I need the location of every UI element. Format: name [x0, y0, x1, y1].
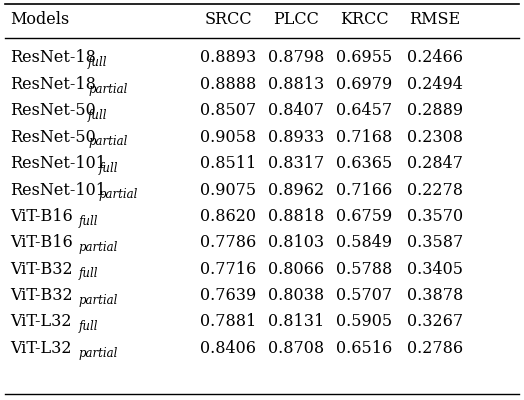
Text: 0.5707: 0.5707 — [336, 287, 392, 304]
Text: 0.6979: 0.6979 — [336, 76, 392, 93]
Text: 0.6955: 0.6955 — [336, 50, 392, 66]
Text: 0.8066: 0.8066 — [268, 261, 324, 278]
Text: full: full — [99, 162, 118, 175]
Text: 0.8708: 0.8708 — [268, 340, 324, 357]
Text: 0.7881: 0.7881 — [200, 314, 256, 330]
Text: 0.7168: 0.7168 — [336, 129, 392, 146]
Text: ViT-B32: ViT-B32 — [10, 261, 73, 278]
Text: 0.8620: 0.8620 — [200, 208, 256, 225]
Text: 0.8103: 0.8103 — [268, 234, 324, 251]
Text: 0.9075: 0.9075 — [200, 182, 256, 198]
Text: Models: Models — [10, 12, 70, 28]
Text: 0.8962: 0.8962 — [268, 182, 324, 198]
Text: ResNet-50: ResNet-50 — [10, 129, 96, 146]
Text: 0.5905: 0.5905 — [336, 314, 392, 330]
Text: ViT-L32: ViT-L32 — [10, 314, 72, 330]
Text: 0.2466: 0.2466 — [407, 50, 463, 66]
Text: partial: partial — [79, 294, 118, 307]
Text: KRCC: KRCC — [340, 12, 388, 28]
Text: 0.8038: 0.8038 — [268, 287, 324, 304]
Text: RMSE: RMSE — [409, 12, 461, 28]
Text: full: full — [88, 109, 107, 122]
Text: 0.8406: 0.8406 — [200, 340, 256, 357]
Text: 0.7639: 0.7639 — [200, 287, 256, 304]
Text: ViT-B16: ViT-B16 — [10, 208, 73, 225]
Text: 0.7786: 0.7786 — [200, 234, 256, 251]
Text: ResNet-50: ResNet-50 — [10, 102, 96, 119]
Text: SRCC: SRCC — [204, 12, 252, 28]
Text: 0.2278: 0.2278 — [407, 182, 463, 198]
Text: ResNet-18: ResNet-18 — [10, 50, 96, 66]
Text: partial: partial — [79, 241, 118, 254]
Text: 0.9058: 0.9058 — [200, 129, 256, 146]
Text: 0.8893: 0.8893 — [200, 50, 256, 66]
Text: 0.8813: 0.8813 — [268, 76, 324, 93]
Text: 0.2889: 0.2889 — [407, 102, 463, 119]
Text: 0.6759: 0.6759 — [336, 208, 392, 225]
Text: ViT-L32: ViT-L32 — [10, 340, 72, 357]
Text: full: full — [79, 320, 98, 333]
Text: 0.5849: 0.5849 — [336, 234, 392, 251]
Text: 0.8818: 0.8818 — [268, 208, 324, 225]
Text: 0.7166: 0.7166 — [336, 182, 392, 198]
Text: 0.6457: 0.6457 — [336, 102, 392, 119]
Text: 0.3267: 0.3267 — [407, 314, 463, 330]
Text: 0.8407: 0.8407 — [268, 102, 324, 119]
Text: ResNet-18: ResNet-18 — [10, 76, 96, 93]
Text: 0.8131: 0.8131 — [268, 314, 324, 330]
Text: 0.7716: 0.7716 — [200, 261, 256, 278]
Text: full: full — [88, 56, 107, 69]
Text: ViT-B16: ViT-B16 — [10, 234, 73, 251]
Text: ResNet-101: ResNet-101 — [10, 182, 106, 198]
Text: PLCC: PLCC — [273, 12, 319, 28]
Text: 0.5788: 0.5788 — [336, 261, 392, 278]
Text: full: full — [79, 268, 98, 280]
Text: 0.8317: 0.8317 — [268, 155, 324, 172]
Text: partial: partial — [88, 83, 127, 96]
Text: partial: partial — [99, 188, 138, 201]
Text: 0.8798: 0.8798 — [268, 50, 324, 66]
Text: ResNet-101: ResNet-101 — [10, 155, 106, 172]
Text: 0.2494: 0.2494 — [407, 76, 463, 93]
Text: 0.3570: 0.3570 — [407, 208, 463, 225]
Text: 0.3878: 0.3878 — [407, 287, 463, 304]
Text: 0.2786: 0.2786 — [407, 340, 463, 357]
Text: partial: partial — [79, 347, 118, 360]
Text: 0.6516: 0.6516 — [336, 340, 392, 357]
Text: 0.2308: 0.2308 — [407, 129, 463, 146]
Text: 0.3587: 0.3587 — [407, 234, 463, 251]
Text: partial: partial — [88, 136, 127, 148]
Text: full: full — [79, 215, 98, 228]
Text: ViT-B32: ViT-B32 — [10, 287, 73, 304]
Text: 0.8888: 0.8888 — [200, 76, 256, 93]
Text: 0.8933: 0.8933 — [268, 129, 324, 146]
Text: 0.3405: 0.3405 — [407, 261, 463, 278]
Text: 0.6365: 0.6365 — [336, 155, 392, 172]
Text: 0.8511: 0.8511 — [200, 155, 256, 172]
Text: 0.2847: 0.2847 — [407, 155, 463, 172]
Text: 0.8507: 0.8507 — [200, 102, 256, 119]
